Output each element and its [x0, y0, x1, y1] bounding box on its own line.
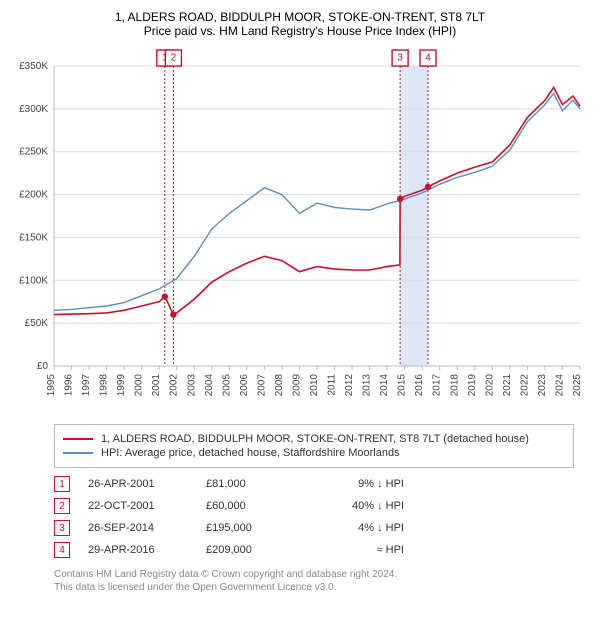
- legend-swatch-hpi: [63, 452, 93, 454]
- svg-text:2001: 2001: [151, 374, 162, 397]
- svg-text:2020: 2020: [484, 374, 495, 397]
- transaction-vs-hpi: 40% ↓ HPI: [314, 500, 404, 512]
- transaction-marker: 3: [54, 520, 70, 536]
- transaction-date: 29-APR-2016: [88, 544, 188, 556]
- svg-text:2021: 2021: [502, 374, 513, 397]
- svg-text:4: 4: [425, 53, 431, 64]
- transaction-price: £81,000: [206, 478, 296, 490]
- svg-text:£300K: £300K: [19, 104, 48, 115]
- svg-text:3: 3: [397, 53, 403, 64]
- svg-text:£0: £0: [37, 361, 49, 372]
- transaction-price: £60,000: [206, 500, 296, 512]
- legend-swatch-price: [63, 438, 93, 440]
- svg-text:£50K: £50K: [25, 318, 49, 329]
- transaction-date: 22-OCT-2001: [88, 500, 188, 512]
- line-chart: 1234£0£50K£100K£150K£200K£250K£300K£350K…: [10, 46, 590, 416]
- svg-text:2010: 2010: [309, 374, 320, 397]
- legend: 1, ALDERS ROAD, BIDDULPH MOOR, STOKE-ON-…: [54, 424, 574, 468]
- transaction-date: 26-APR-2001: [88, 478, 188, 490]
- svg-text:2015: 2015: [397, 374, 408, 397]
- chart-container: 1234£0£50K£100K£150K£200K£250K£300K£350K…: [10, 46, 590, 416]
- transaction-row: 3 26-SEP-2014 £195,000 4% ↓ HPI: [54, 520, 574, 536]
- svg-text:2025: 2025: [572, 374, 583, 397]
- transaction-row: 4 29-APR-2016 £209,000 ≈ HPI: [54, 542, 574, 558]
- svg-text:2012: 2012: [344, 374, 355, 397]
- svg-text:£100K: £100K: [19, 275, 48, 286]
- legend-row-hpi: HPI: Average price, detached house, Staf…: [63, 447, 565, 459]
- chart-title-line1: 1, ALDERS ROAD, BIDDULPH MOOR, STOKE-ON-…: [10, 10, 590, 24]
- svg-text:2019: 2019: [467, 374, 478, 397]
- transaction-marker: 1: [54, 476, 70, 492]
- transaction-marker: 2: [54, 498, 70, 514]
- svg-text:1995: 1995: [46, 374, 57, 397]
- svg-text:£200K: £200K: [19, 190, 48, 201]
- svg-text:2013: 2013: [362, 374, 373, 397]
- transaction-vs-hpi: 4% ↓ HPI: [314, 522, 404, 534]
- svg-text:2: 2: [171, 53, 177, 64]
- svg-text:1999: 1999: [116, 374, 127, 397]
- svg-text:£350K: £350K: [19, 61, 48, 72]
- svg-text:2004: 2004: [204, 374, 215, 397]
- svg-text:2008: 2008: [274, 374, 285, 397]
- transaction-vs-hpi: ≈ HPI: [314, 544, 404, 556]
- transaction-vs-hpi: 9% ↓ HPI: [314, 478, 404, 490]
- transaction-price: £195,000: [206, 522, 296, 534]
- transaction-date: 26-SEP-2014: [88, 522, 188, 534]
- chart-title-line2: Price paid vs. HM Land Registry's House …: [10, 24, 590, 38]
- svg-text:2006: 2006: [239, 374, 250, 397]
- legend-row-price: 1, ALDERS ROAD, BIDDULPH MOOR, STOKE-ON-…: [63, 433, 565, 445]
- svg-text:1997: 1997: [81, 374, 92, 397]
- svg-text:1996: 1996: [64, 374, 75, 397]
- svg-text:£250K: £250K: [19, 147, 48, 158]
- svg-text:2011: 2011: [327, 374, 338, 396]
- transactions-table: 1 26-APR-2001 £81,000 9% ↓ HPI 2 22-OCT-2001 £…: [54, 476, 574, 558]
- svg-text:2022: 2022: [519, 374, 530, 397]
- legend-label-hpi: HPI: Average price, detached house, Staf…: [101, 447, 400, 459]
- svg-text:2017: 2017: [432, 374, 443, 397]
- svg-text:£150K: £150K: [19, 232, 48, 243]
- svg-text:2007: 2007: [256, 374, 267, 397]
- transaction-marker: 4: [54, 542, 70, 558]
- transaction-row: 2 22-OCT-2001 £60,000 40% ↓ HPI: [54, 498, 574, 514]
- transaction-price: £209,000: [206, 544, 296, 556]
- svg-text:2005: 2005: [221, 374, 232, 397]
- svg-text:2003: 2003: [186, 374, 197, 397]
- svg-text:2018: 2018: [449, 374, 460, 397]
- footer-line2: This data is licensed under the Open Gov…: [54, 581, 574, 594]
- svg-text:2009: 2009: [291, 374, 302, 397]
- svg-text:1998: 1998: [99, 374, 110, 397]
- svg-text:2000: 2000: [134, 374, 145, 397]
- svg-text:2016: 2016: [414, 374, 425, 397]
- legend-label-price: 1, ALDERS ROAD, BIDDULPH MOOR, STOKE-ON-…: [101, 433, 529, 445]
- svg-text:2002: 2002: [169, 374, 180, 397]
- footer-line1: Contains HM Land Registry data © Crown c…: [54, 568, 574, 581]
- footer: Contains HM Land Registry data © Crown c…: [54, 568, 574, 594]
- svg-text:2023: 2023: [537, 374, 548, 397]
- svg-text:2014: 2014: [379, 374, 390, 397]
- transaction-row: 1 26-APR-2001 £81,000 9% ↓ HPI: [54, 476, 574, 492]
- svg-text:2024: 2024: [554, 374, 565, 397]
